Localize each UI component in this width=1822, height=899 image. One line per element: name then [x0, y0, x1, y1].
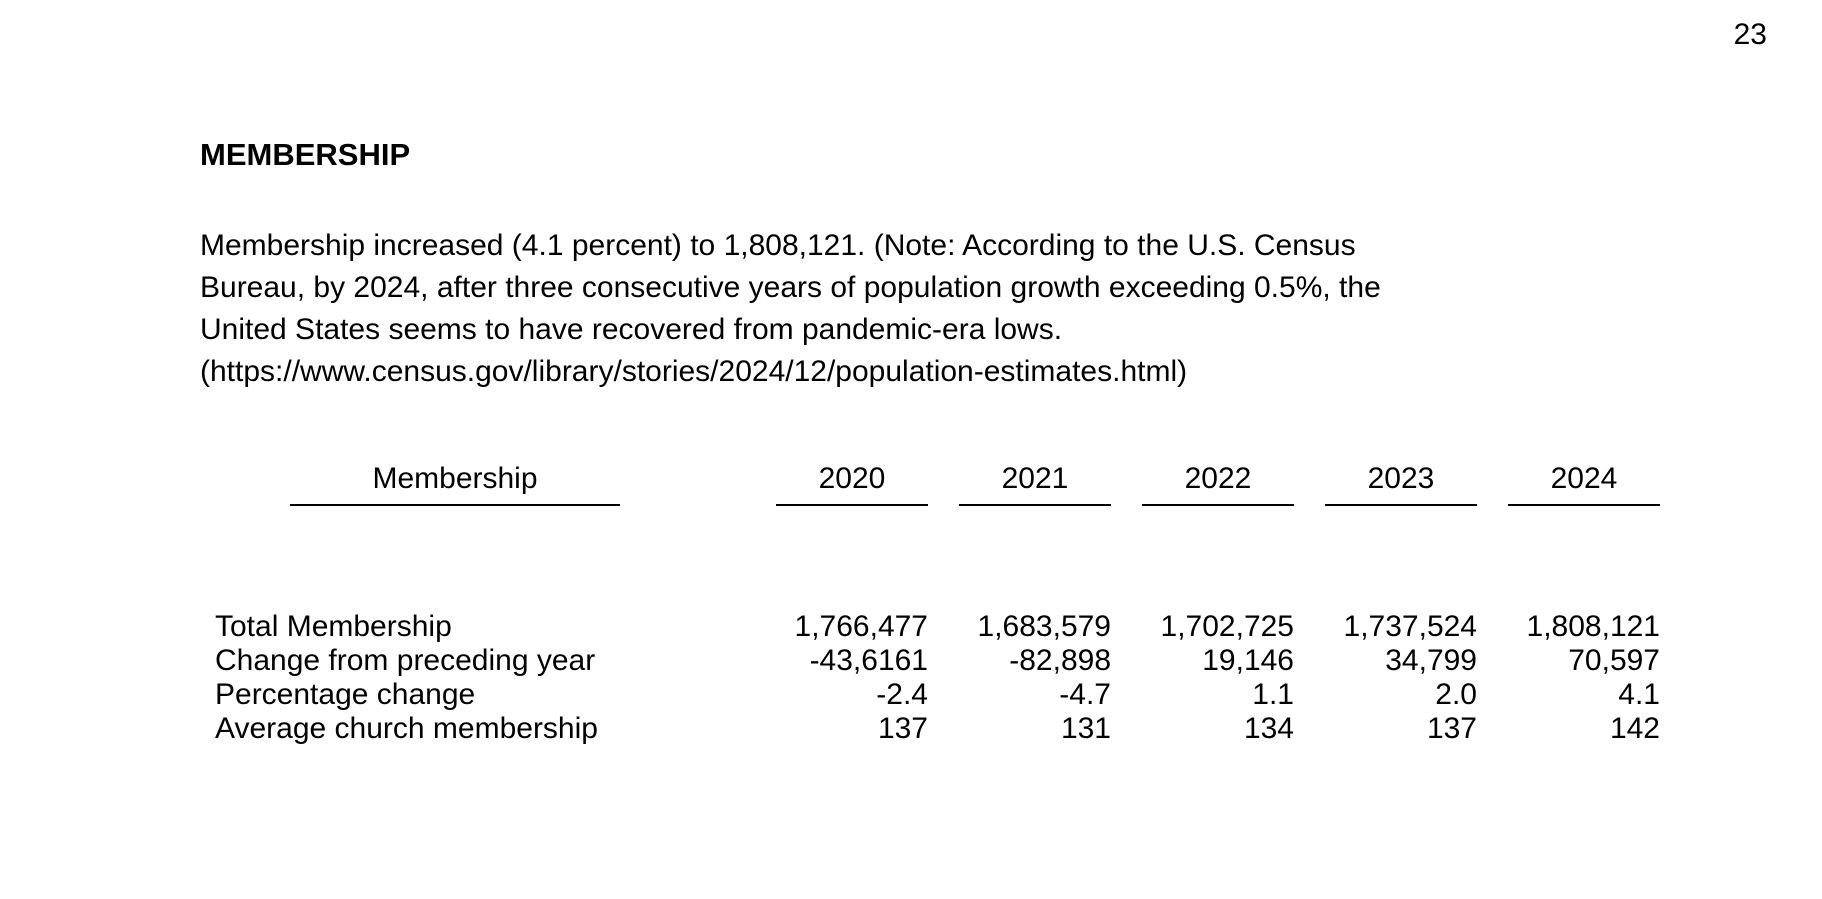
table-cell: 34,799: [1385, 644, 1477, 677]
paragraph-line-1: Membership increased (4.1 percent) to 1,…: [200, 229, 1356, 262]
membership-paragraph: Membership increased (4.1 percent) to 1,…: [200, 225, 1760, 393]
table-cell: -43,6161: [809, 644, 928, 677]
table-row-percentage-change: Percentage change -2.4 -4.7 1.1 2.0 4.1: [215, 678, 1660, 712]
table-header-row: Membership 2020 2021 2022 2023: [215, 462, 1660, 506]
page-content: MEMBERSHIP Membership increased (4.1 per…: [200, 138, 1760, 746]
table-cell: 1,702,725: [1160, 610, 1294, 643]
row-label: Change from preceding year: [215, 644, 596, 677]
section-heading: MEMBERSHIP: [200, 137, 411, 172]
table-cell: 1.1: [1252, 678, 1294, 711]
table-cell: 19,146: [1202, 644, 1294, 677]
table-cell: -4.7: [1059, 678, 1111, 711]
table-cell: 1,737,524: [1343, 610, 1477, 643]
table-cell: 142: [1609, 712, 1660, 745]
column-header-2023: 2023: [1325, 462, 1477, 506]
paragraph-line-2: Bureau, by 2024, after three consecutive…: [200, 271, 1381, 304]
row-label: Percentage change: [215, 678, 476, 711]
table-cell: -2.4: [876, 678, 928, 711]
column-header-2024: 2024: [1508, 462, 1660, 506]
table-cell: 70,597: [1568, 644, 1660, 677]
page-number: 23: [1733, 18, 1767, 51]
table-row-total-membership: Total Membership 1,766,477 1,683,579 1,7…: [215, 506, 1660, 644]
table-row-average-church-membership: Average church membership 137 131 134 13…: [215, 712, 1660, 746]
table-cell: -82,898: [1009, 644, 1111, 677]
citation-url[interactable]: (https://www.census.gov/library/stories/…: [200, 355, 1188, 388]
table-row-change-from-preceding-year: Change from preceding year -43,6161 -82,…: [215, 644, 1660, 678]
table-cell: 137: [1426, 712, 1477, 745]
table-cell: 2.0: [1435, 678, 1477, 711]
table-cell: 137: [877, 712, 928, 745]
row-label: Total Membership: [215, 610, 452, 643]
column-header-membership: Membership: [290, 462, 620, 506]
column-header-2022: 2022: [1142, 462, 1294, 506]
table-cell: 131: [1060, 712, 1111, 745]
column-header-2020: 2020: [776, 462, 928, 506]
table-cell: 4.1: [1618, 678, 1660, 711]
membership-table: Membership 2020 2021 2022 2023: [215, 462, 1660, 746]
paragraph-line-3: United States seems to have recovered fr…: [200, 313, 1063, 346]
table-cell: 1,766,477: [794, 610, 928, 643]
table-cell: 1,808,121: [1526, 610, 1660, 643]
column-header-2021: 2021: [959, 462, 1111, 506]
table-cell: 1,683,579: [977, 610, 1111, 643]
table-cell: 134: [1243, 712, 1294, 745]
row-label: Average church membership: [215, 712, 598, 745]
